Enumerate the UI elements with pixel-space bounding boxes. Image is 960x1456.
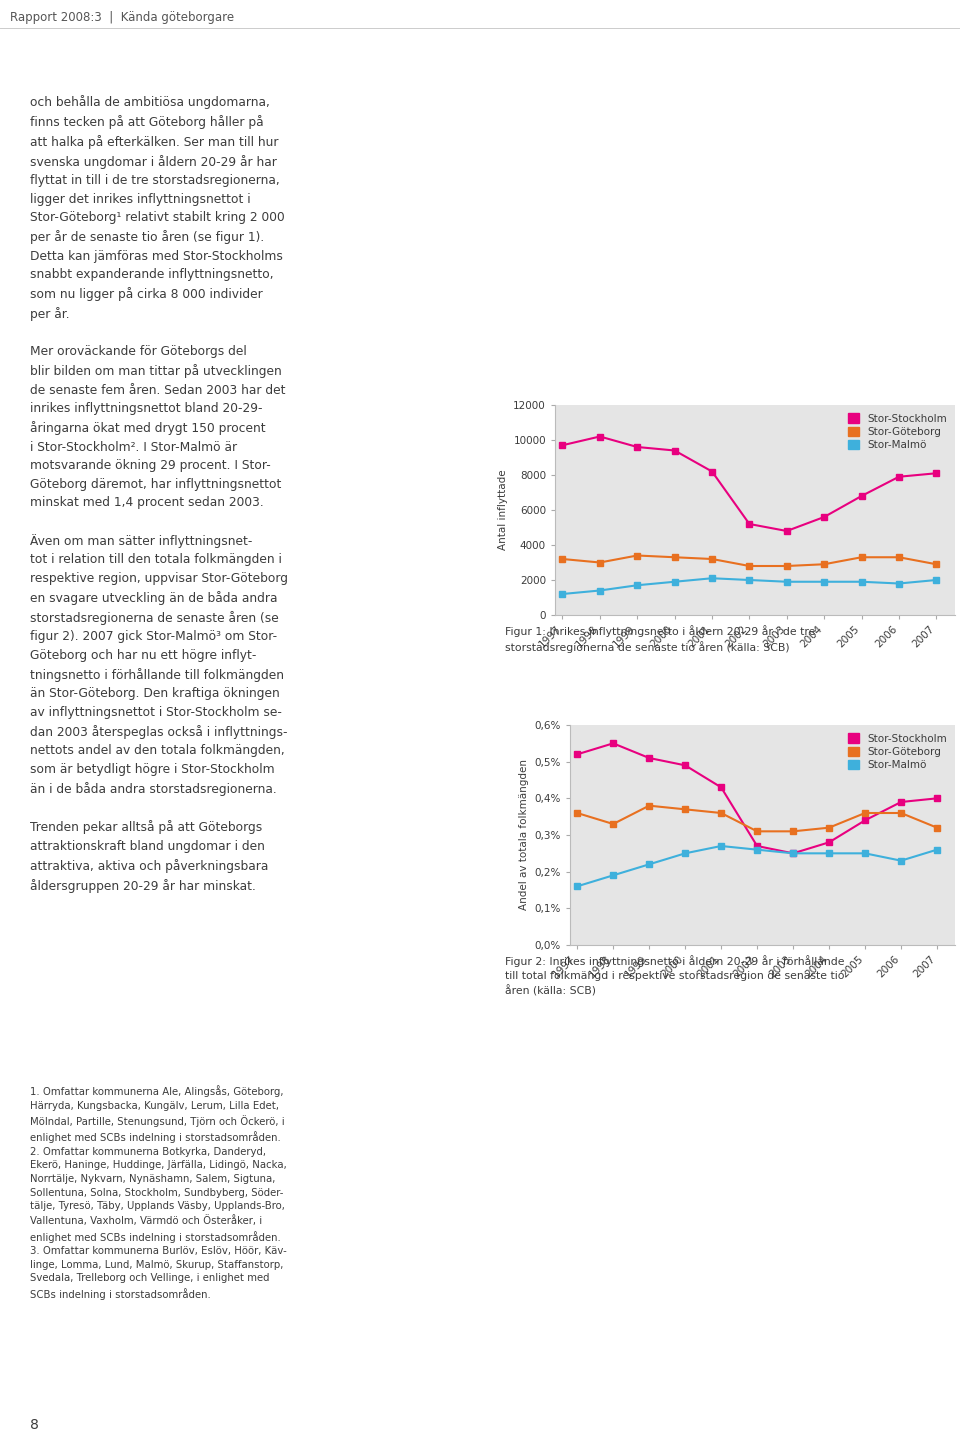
Legend: Stor-Stockholm, Stor-Göteborg, Stor-Malmö: Stor-Stockholm, Stor-Göteborg, Stor-Malm… (845, 731, 949, 773)
Text: Figur 2: Inrikes inflyttningsnetto i åldern 20-29 år i förhållande
till total fo: Figur 2: Inrikes inflyttningsnetto i åld… (505, 955, 845, 996)
Text: Figur 1: Inrikes inflyttningsnetto i åldern 20-29 år i de tre
storstadsregionern: Figur 1: Inrikes inflyttningsnetto i åld… (505, 625, 815, 654)
Text: Rapport 2008:3  |  Kända göteborgare: Rapport 2008:3 | Kända göteborgare (10, 12, 233, 25)
Y-axis label: Antal inflyttade: Antal inflyttade (497, 470, 508, 550)
Text: Inrikes inflyttningsnetto åldern 20–29 år: Inrikes inflyttningsnetto åldern 20–29 å… (515, 383, 809, 400)
Legend: Stor-Stockholm, Stor-Göteborg, Stor-Malmö: Stor-Stockholm, Stor-Göteborg, Stor-Malm… (845, 411, 949, 453)
Text: och behålla de ambitiösa ungdomarna,
finns tecken på att Göteborg håller på
att : och behålla de ambitiösa ungdomarna, fin… (30, 95, 288, 893)
Y-axis label: Andel av totala folkmängden: Andel av totala folkmängden (519, 760, 529, 910)
Text: Inflyttningsnetto i förhållande till folkmängd: Inflyttningsnetto i förhållande till fol… (515, 697, 837, 715)
Text: 1. Omfattar kommunerna Ale, Alingsås, Göteborg,
Härryda, Kungsbacka, Kungälv, Le: 1. Omfattar kommunerna Ale, Alingsås, Gö… (30, 1085, 287, 1300)
Text: 8: 8 (30, 1418, 38, 1433)
